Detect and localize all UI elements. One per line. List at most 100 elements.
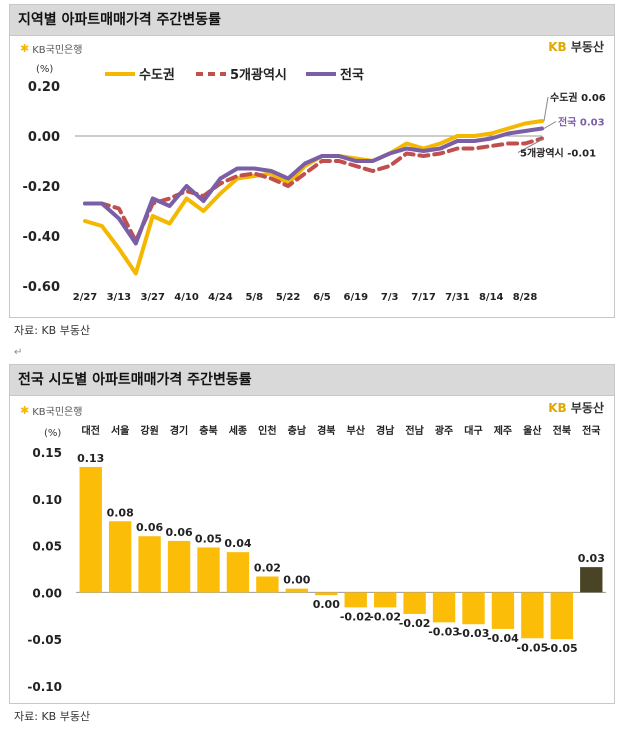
bar-data-label: -0.04 bbox=[487, 632, 519, 645]
bar bbox=[315, 592, 338, 596]
paragraph-mark: ↵ bbox=[14, 347, 23, 358]
line-x-tick-label: 7/3 bbox=[381, 292, 399, 303]
bar-data-label: 0.13 bbox=[77, 452, 104, 465]
bar-y-tick-label: 0.00 bbox=[32, 586, 62, 600]
bar bbox=[550, 592, 574, 640]
bar-data-label: -0.03 bbox=[458, 627, 490, 640]
bar-category-label: 대전 bbox=[82, 424, 100, 437]
kb-bank-logo: ✱ KB국민은행 bbox=[20, 403, 82, 418]
line-x-tick-label: 2/27 bbox=[73, 292, 98, 303]
bar-category-label: 대구 bbox=[464, 424, 482, 437]
legend-label: 수도권 bbox=[139, 68, 175, 83]
bar-category-label: 인천 bbox=[258, 424, 276, 437]
kb-realestate-prefix: KB bbox=[548, 40, 567, 54]
legend-label: 전국 bbox=[340, 67, 364, 83]
end-label: 수도권 0.06 bbox=[550, 92, 606, 104]
line-y-tick-label: 0.20 bbox=[28, 80, 60, 95]
line-series bbox=[83, 126, 544, 246]
bar-data-label: 0.00 bbox=[283, 574, 310, 587]
bar-y-tick-label: 0.10 bbox=[32, 493, 62, 507]
line-x-tick-label: 8/28 bbox=[513, 292, 538, 303]
bar bbox=[138, 536, 161, 593]
bar-data-label: 0.04 bbox=[224, 537, 251, 550]
end-label-leader bbox=[517, 138, 545, 153]
bar bbox=[462, 592, 485, 625]
bar-data-label: 0.05 bbox=[195, 532, 222, 545]
bar-y-unit: (%) bbox=[44, 428, 61, 439]
line-y-tick-label: -0.20 bbox=[23, 180, 60, 195]
kb-realestate-logo: KB 부동산 bbox=[548, 38, 604, 55]
end-label: 전국 0.03 bbox=[558, 116, 605, 129]
kb-bank-logo: ✱ KB국민은행 bbox=[20, 41, 82, 56]
legend-label: 5개광역시 bbox=[230, 67, 287, 83]
bar-category-label: 서울 bbox=[111, 424, 129, 437]
line-chart: (%) 0.20 0.00 -0.20 -0.40 -0.60 2/27 3/13 3/27 4/… bbox=[23, 64, 606, 303]
bar-y-tick-label: -0.10 bbox=[27, 680, 62, 694]
line-x-tick-label: 6/5 bbox=[313, 292, 331, 303]
line-x-tick-label: 5/8 bbox=[245, 292, 263, 303]
bar-chart-source: 자료: KB 부동산 bbox=[14, 710, 91, 723]
bar bbox=[491, 592, 515, 629]
end-label-leader bbox=[543, 121, 557, 129]
bar-data-label: -0.05 bbox=[517, 641, 549, 654]
line-x-tick-label: 3/27 bbox=[140, 292, 165, 303]
bar-data-label: 0.06 bbox=[165, 526, 192, 539]
bar bbox=[79, 466, 102, 593]
bar bbox=[285, 588, 309, 593]
bar-category-label: 경북 bbox=[317, 424, 335, 437]
line-x-tick-label: 7/17 bbox=[411, 292, 436, 303]
bar-category-label: 충북 bbox=[199, 424, 217, 437]
bar bbox=[256, 576, 279, 593]
line-chart-title: 지역별 아파트매매가격 주간변동률 bbox=[10, 5, 614, 36]
bar-category-label: 경기 bbox=[170, 424, 188, 437]
bar-category-label: 전국 bbox=[582, 424, 600, 437]
bar bbox=[373, 592, 397, 608]
bar-data-label: -0.02 bbox=[399, 617, 431, 630]
bar-data-label: -0.02 bbox=[340, 610, 372, 623]
bar bbox=[197, 547, 220, 593]
bar-category-label: 부산 bbox=[347, 424, 366, 437]
kb-bank-label: KB국민은행 bbox=[32, 407, 83, 418]
bar-data-label: 0.02 bbox=[254, 561, 281, 574]
line-series bbox=[83, 136, 544, 243]
bar-chart-panel: 전국 시도별 아파트매매가격 주간변동률 ✱ KB국민은행 KB 부동산 (%)… bbox=[9, 364, 615, 704]
line-chart-source: 자료: KB 부동산 bbox=[14, 324, 91, 337]
bar-category-label: 강원 bbox=[140, 424, 158, 437]
bar bbox=[344, 592, 367, 608]
bar-category-label: 울산 bbox=[523, 424, 542, 437]
bar bbox=[432, 592, 456, 623]
line-x-tick-label: 3/13 bbox=[107, 292, 132, 303]
end-label: 5개광역시 -0.01 bbox=[520, 147, 596, 160]
bar-category-label: 전남 bbox=[405, 424, 424, 437]
line-y-tick-label: -0.40 bbox=[23, 230, 60, 245]
end-label-leader bbox=[543, 96, 549, 122]
line-x-tick-label: 4/24 bbox=[208, 292, 233, 303]
bar-y-tick-label: 0.15 bbox=[32, 446, 62, 460]
kb-realestate-suffix: 부동산 bbox=[570, 401, 604, 415]
bar-data-label: 0.06 bbox=[136, 521, 163, 534]
line-x-tick-label: 8/14 bbox=[479, 292, 504, 303]
kb-realestate-logo: KB 부동산 bbox=[548, 399, 604, 416]
bar-chart-title: 전국 시도별 아파트매매가격 주간변동률 bbox=[10, 365, 614, 396]
bar-category-label: 전북 bbox=[553, 424, 571, 437]
line-y-tick-label: -0.60 bbox=[23, 280, 60, 295]
kb-realestate-suffix: 부동산 bbox=[570, 40, 604, 54]
line-x-tick-label: 4/10 bbox=[174, 292, 199, 303]
bar-data-label: -0.03 bbox=[428, 625, 460, 638]
bar bbox=[108, 521, 132, 593]
bar-data-label: 0.03 bbox=[578, 552, 605, 565]
bar-data-label: -0.02 bbox=[369, 610, 401, 623]
bar bbox=[167, 540, 191, 593]
line-x-tick-label: 5/22 bbox=[276, 292, 301, 303]
bar-y-tick-label: -0.05 bbox=[27, 633, 62, 647]
bar bbox=[403, 592, 426, 614]
kb-realestate-prefix: KB bbox=[548, 401, 567, 415]
bar bbox=[580, 567, 603, 593]
bar-category-label: 세종 bbox=[229, 424, 247, 437]
line-y-tick-label: 0.00 bbox=[28, 130, 60, 145]
bar-category-label: 제주 bbox=[494, 424, 512, 437]
bar bbox=[226, 552, 250, 593]
bar-category-label: 경남 bbox=[376, 424, 395, 437]
bar bbox=[521, 592, 544, 639]
line-x-tick-label: 6/19 bbox=[344, 292, 369, 303]
